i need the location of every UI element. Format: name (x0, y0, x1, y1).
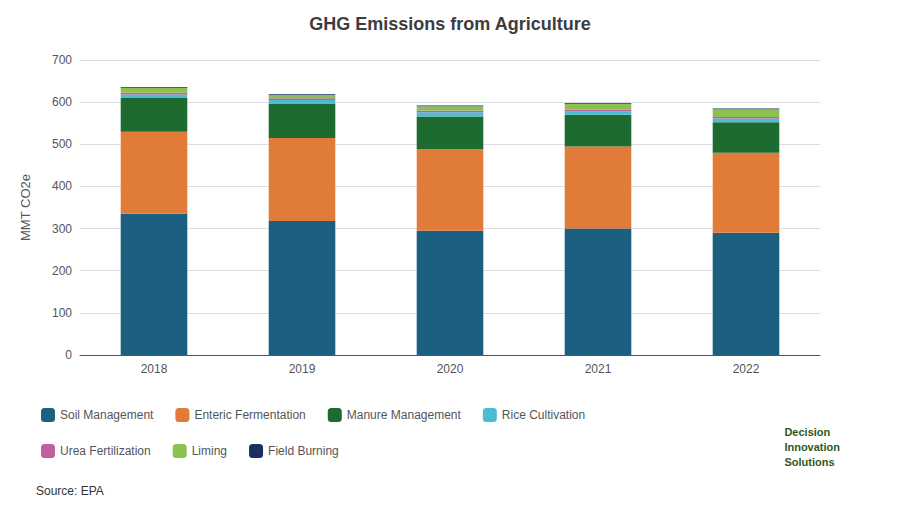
svg-text:Urea Fertilization: Urea Fertilization (60, 444, 151, 458)
svg-text:Manure Management: Manure Management (347, 408, 462, 422)
svg-text:Enteric Fermentation: Enteric Fermentation (194, 408, 305, 422)
svg-text:GHG Emissions from Agriculture: GHG Emissions from Agriculture (309, 14, 590, 34)
svg-text:2021: 2021 (585, 362, 612, 376)
svg-text:300: 300 (52, 222, 72, 236)
svg-text:Rice Cultivation: Rice Cultivation (502, 408, 585, 422)
svg-text:2022: 2022 (733, 362, 760, 376)
svg-text:Decision: Decision (784, 426, 830, 438)
svg-text:600: 600 (52, 95, 72, 109)
svg-text:200: 200 (52, 264, 72, 278)
svg-text:2018: 2018 (141, 362, 168, 376)
svg-text:MMT CO2e: MMT CO2e (18, 174, 33, 241)
svg-text:Source: EPA: Source: EPA (36, 484, 104, 498)
svg-text:Innovation: Innovation (784, 441, 840, 453)
svg-text:100: 100 (52, 306, 72, 320)
svg-text:Field Burning: Field Burning (268, 444, 339, 458)
svg-text:Soil Management: Soil Management (60, 408, 154, 422)
svg-text:700: 700 (52, 53, 72, 67)
svg-text:2019: 2019 (289, 362, 316, 376)
svg-text:0: 0 (65, 348, 72, 362)
svg-text:400: 400 (52, 179, 72, 193)
svg-text:Liming: Liming (192, 444, 227, 458)
svg-text:Solutions: Solutions (784, 456, 834, 468)
svg-text:2020: 2020 (437, 362, 464, 376)
svg-text:500: 500 (52, 137, 72, 151)
